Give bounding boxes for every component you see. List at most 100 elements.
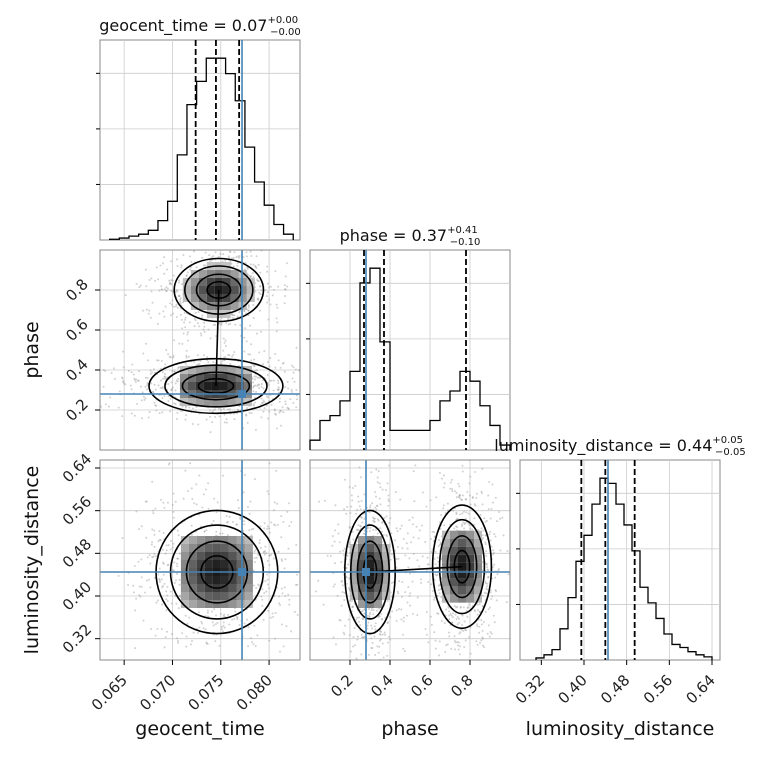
scatter-point xyxy=(363,493,366,496)
scatter-point xyxy=(180,264,183,267)
scatter-point xyxy=(157,540,160,543)
density-cell xyxy=(187,374,196,382)
scatter-point xyxy=(316,583,318,585)
scatter-point xyxy=(463,646,466,649)
density-cell xyxy=(204,536,213,544)
scatter-point xyxy=(486,568,489,571)
scatter-point xyxy=(185,356,188,359)
scatter-point xyxy=(263,527,266,530)
scatter-point xyxy=(236,616,239,619)
density-cell xyxy=(196,544,205,552)
scatter-point xyxy=(373,517,376,520)
scatter-point xyxy=(251,641,254,644)
scatter-point xyxy=(465,511,468,514)
scatter-point xyxy=(426,556,429,559)
density-cell xyxy=(458,530,466,539)
scatter-point xyxy=(419,578,422,581)
scatter-point xyxy=(150,371,153,374)
scatter-point xyxy=(345,512,348,515)
scatter-point xyxy=(362,618,365,621)
density-cell xyxy=(220,552,229,560)
density-cell xyxy=(206,270,215,278)
scatter-point xyxy=(375,609,378,612)
scatter-point xyxy=(288,598,291,601)
scatter-point xyxy=(449,612,452,615)
scatter-point xyxy=(258,539,261,542)
density-cell xyxy=(244,560,253,568)
density-cell xyxy=(366,576,374,584)
scatter-point xyxy=(463,620,466,623)
scatter-point xyxy=(172,356,175,359)
scatter-point xyxy=(283,284,286,287)
scatter-point xyxy=(484,572,487,575)
density-cell xyxy=(179,374,188,382)
scatter-point xyxy=(343,598,346,601)
scatter-point xyxy=(371,641,374,644)
scatter-point xyxy=(494,576,497,579)
histogram-step xyxy=(309,267,511,450)
scatter-point xyxy=(214,640,217,643)
y-axis-label-luminosity_distance: luminosity_distance xyxy=(21,466,43,655)
scatter-point xyxy=(121,536,124,539)
scatter-point xyxy=(474,471,477,474)
scatter-point xyxy=(455,492,458,495)
scatter-point xyxy=(436,556,439,559)
scatter-point xyxy=(267,383,270,386)
scatter-point xyxy=(262,410,265,413)
scatter-point xyxy=(457,482,460,485)
scatter-point xyxy=(363,612,366,615)
density-cell xyxy=(220,536,229,544)
scatter-point xyxy=(351,486,354,489)
scatter-point xyxy=(134,609,137,612)
scatter-point xyxy=(177,641,180,644)
density-cell xyxy=(474,586,482,595)
y-tick-label: 0.2 xyxy=(62,395,92,425)
scatter-point xyxy=(469,527,472,530)
scatter-point xyxy=(467,522,470,525)
scatter-point xyxy=(144,385,147,388)
scatter-point xyxy=(190,534,193,537)
scatter-point xyxy=(484,543,487,546)
scatter-point xyxy=(400,595,403,598)
scatter-point xyxy=(458,664,460,666)
scatter-point xyxy=(381,618,384,621)
scatter-point xyxy=(481,421,483,423)
scatter-point xyxy=(224,339,227,342)
scatter-point xyxy=(484,667,486,669)
scatter-point xyxy=(484,582,487,585)
scatter-point xyxy=(250,412,253,415)
scatter-point xyxy=(268,563,271,566)
density-cell xyxy=(442,546,450,555)
scatter-point xyxy=(402,616,405,619)
scatter-point xyxy=(203,325,206,328)
scatter-point xyxy=(485,563,488,566)
density-cell xyxy=(206,278,215,286)
scatter-point xyxy=(237,507,240,510)
scatter-point xyxy=(185,275,188,278)
scatter-point xyxy=(290,388,293,391)
scatter-point xyxy=(352,605,355,608)
density-cell xyxy=(235,398,244,406)
scatter-point xyxy=(340,604,343,607)
scatter-point xyxy=(396,590,399,593)
scatter-point xyxy=(237,240,239,242)
scatter-point xyxy=(178,279,181,282)
scatter-point xyxy=(451,612,454,615)
scatter-point xyxy=(481,467,484,470)
scatter-point xyxy=(177,607,180,610)
scatter-point xyxy=(243,309,246,312)
scatter-point xyxy=(170,602,173,605)
scatter-point xyxy=(379,638,382,641)
scatter-point xyxy=(145,308,148,311)
scatter-point xyxy=(182,253,185,256)
scatter-point xyxy=(161,548,164,551)
scatter-point xyxy=(380,618,383,621)
scatter-point xyxy=(137,560,140,563)
scatter-point xyxy=(197,423,200,426)
scatter-point xyxy=(245,234,247,236)
density-cell xyxy=(366,560,374,568)
scatter-point xyxy=(256,376,259,379)
scatter-point xyxy=(152,390,155,393)
scatter-point xyxy=(253,478,256,481)
scatter-point xyxy=(362,636,365,639)
